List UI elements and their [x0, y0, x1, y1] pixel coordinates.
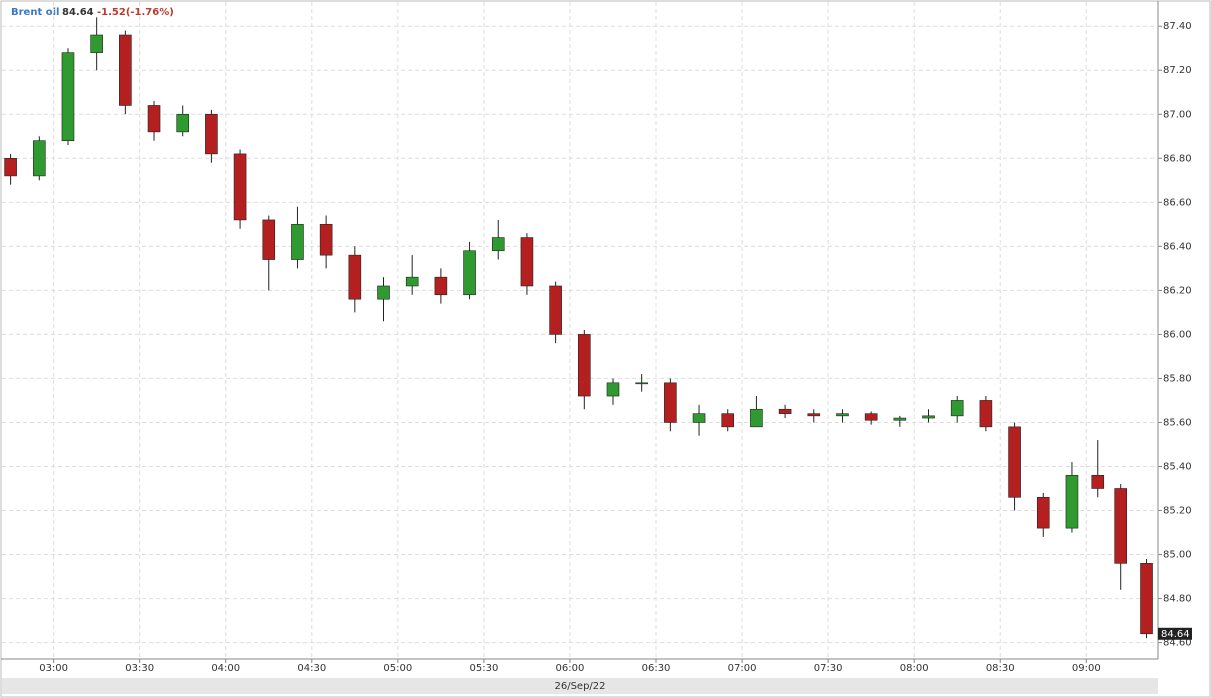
candle-body — [61, 52, 75, 141]
candle-body — [807, 413, 821, 417]
candle-body — [4, 157, 17, 177]
candle-body — [1140, 563, 1153, 635]
y-tick-label: 87.40 — [1163, 21, 1192, 32]
y-tick-label: 85.20 — [1163, 506, 1192, 517]
candle-body — [836, 413, 849, 417]
candle-body — [635, 382, 648, 385]
candle-body — [893, 417, 907, 421]
candle-body — [864, 413, 878, 421]
candle-body — [377, 285, 390, 300]
candle-body — [32, 140, 46, 177]
candle-body — [348, 254, 362, 300]
x-tick-label: 08:30 — [986, 663, 1015, 674]
y-tick-label: 85.80 — [1163, 373, 1192, 384]
y-tick-label: 86.00 — [1163, 329, 1192, 340]
y-tick-label: 85.60 — [1163, 417, 1192, 428]
x-tick-label: 05:30 — [469, 663, 498, 674]
y-tick-label: 87.00 — [1163, 109, 1192, 120]
y-tick-label: 84.60 — [1163, 638, 1192, 649]
price-change: -1.52(-1.76%) — [97, 7, 174, 18]
candle-body — [721, 413, 735, 428]
candle-body — [979, 400, 993, 428]
x-tick-label: 07:00 — [728, 663, 757, 674]
last-price-tag — [1158, 627, 1192, 640]
candle-body — [950, 400, 964, 417]
candle-body — [606, 382, 620, 397]
candle-body — [119, 34, 132, 106]
candle-body — [90, 34, 103, 53]
x-tick-label: 08:00 — [900, 663, 929, 674]
candle-body — [1065, 474, 1079, 529]
candle-body — [491, 237, 505, 252]
candle-body — [1091, 474, 1105, 489]
y-tick-label: 84.80 — [1163, 594, 1192, 605]
candle-body — [549, 285, 562, 335]
y-tick-label: 85.00 — [1163, 550, 1192, 561]
candle-body — [778, 408, 792, 414]
y-tick-label: 86.20 — [1163, 285, 1192, 296]
x-tick-label: 05:00 — [383, 663, 412, 674]
candle-body — [664, 382, 677, 423]
y-tick-label: 86.40 — [1163, 241, 1192, 252]
candle-body — [262, 219, 276, 260]
date-label: 26/Sep/22 — [554, 681, 605, 692]
x-tick-label: 06:30 — [642, 663, 671, 674]
candle-body — [578, 334, 591, 397]
candle-body — [147, 105, 161, 133]
x-tick-label: 03:00 — [39, 663, 68, 674]
x-tick-label: 04:30 — [297, 663, 326, 674]
last-price: 84.64 — [62, 7, 94, 18]
y-tick-label: 87.20 — [1163, 65, 1192, 76]
candle-body — [319, 224, 333, 256]
candle-body — [434, 276, 448, 296]
x-tick-label: 06:00 — [556, 663, 585, 674]
candle-body — [463, 250, 476, 296]
candle-body — [1036, 497, 1050, 529]
y-tick-label: 86.80 — [1163, 153, 1192, 164]
candle-body — [291, 224, 304, 260]
x-tick-label: 04:00 — [211, 663, 240, 674]
candle-body — [922, 415, 935, 419]
last-price-tag-label: 84.64 — [1161, 629, 1190, 640]
x-tick-label: 09:00 — [1072, 663, 1101, 674]
instrument-name: Brent oil — [11, 7, 59, 18]
candle-body — [750, 408, 763, 428]
y-tick-label: 86.60 — [1163, 197, 1192, 208]
x-tick-label: 03:30 — [125, 663, 154, 674]
candle-body — [520, 237, 534, 287]
candle-body — [205, 113, 218, 155]
candle-body — [692, 413, 706, 423]
date-band — [2, 678, 1158, 694]
candle-body — [233, 153, 247, 221]
x-tick-label: 07:30 — [814, 663, 843, 674]
candle-body — [176, 113, 190, 133]
candle-body — [1008, 426, 1021, 498]
candle-body — [1114, 488, 1128, 564]
y-tick-label: 85.40 — [1163, 461, 1192, 472]
candle-body — [405, 276, 419, 287]
